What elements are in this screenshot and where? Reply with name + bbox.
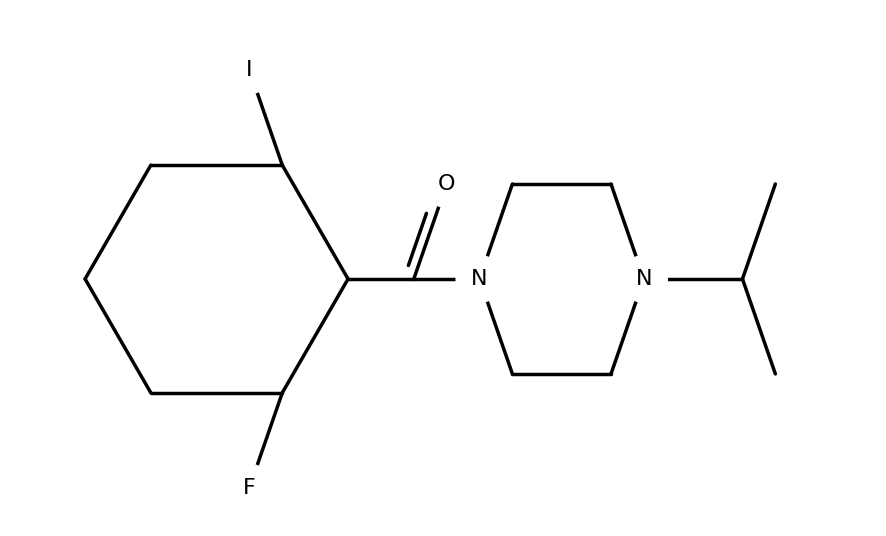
Text: N: N <box>471 269 488 289</box>
Circle shape <box>226 47 273 94</box>
Circle shape <box>424 161 470 207</box>
Text: I: I <box>246 60 253 80</box>
Circle shape <box>456 256 503 302</box>
Text: F: F <box>243 478 256 498</box>
Circle shape <box>620 256 667 302</box>
Circle shape <box>226 464 273 511</box>
Text: N: N <box>635 269 652 289</box>
Text: O: O <box>438 174 455 194</box>
